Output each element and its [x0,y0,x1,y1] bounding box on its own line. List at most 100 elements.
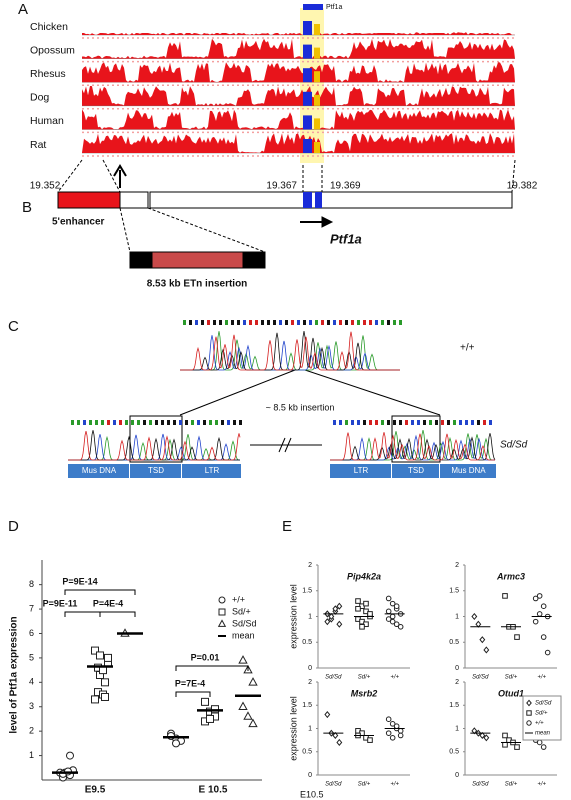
base-call [459,420,462,425]
arrow-head [113,164,127,177]
base-call [113,420,116,425]
y-tick-label: 2 [308,562,312,569]
x-tick-label: Sd/+ [358,782,371,788]
coordinate: 19.369 [330,181,361,192]
point [397,732,404,739]
point [526,720,532,726]
base-call [369,420,372,425]
gap-mark [278,437,286,453]
point [526,699,532,707]
conservation [82,32,515,35]
point [502,732,508,739]
base-call [107,420,110,425]
point [471,612,478,621]
base-call [483,420,486,425]
base-call [447,420,450,425]
bracket [64,589,136,595]
base-call [161,420,164,425]
base-call [417,420,420,425]
bracket [99,611,136,617]
base-call [185,420,188,425]
base-call [273,320,276,325]
x-tick-label: +/+ [390,782,399,788]
exon-conservation [303,21,312,35]
base-call [221,420,224,425]
connector [304,369,441,416]
base-call [101,420,104,425]
legend-label: mean [232,630,255,640]
conservation [82,86,515,106]
guide-line [147,207,266,253]
panel-letter: C [8,318,19,335]
sequence-box-label: TSD [408,466,424,475]
point [385,608,392,615]
gene-track [303,4,323,10]
chromatogram-trace [330,433,496,461]
panel-letter: A [18,1,28,18]
exon-conservation [314,24,320,35]
point [483,646,490,654]
point [101,678,109,687]
chromatogram-trace [180,331,400,371]
connector [179,369,296,416]
y-tick-label: 1.5 [302,702,312,709]
legend-label: Sd/+ [232,606,251,616]
point [475,620,482,628]
base-call [215,420,218,425]
y-tick-label: 1.5 [302,588,312,595]
point [218,596,226,604]
base-call [435,420,438,425]
point [479,731,486,740]
base-call [297,320,300,325]
chromatogram-trace [68,430,240,461]
point [206,714,214,723]
x-tick-label: E9.5 [85,785,106,796]
base-call [119,420,122,425]
base-call [227,420,230,425]
base-call [303,320,306,325]
exon-conservation [314,71,320,83]
point [385,716,392,723]
point [238,701,248,711]
base-call [375,420,378,425]
base-call [327,320,330,325]
region-box [149,191,513,209]
species-label: Rat [30,139,46,151]
y-tick-label: 1 [308,613,312,620]
base-call [339,420,342,425]
y-tick-label: 2 [455,679,459,686]
legend-label: +/+ [232,594,245,604]
arrow-head [321,216,334,228]
y-tick-label: 1.5 [449,702,459,709]
base-call [321,320,324,325]
point [217,619,227,627]
gene-label: Ptf1a [330,231,362,246]
x-tick-label: Sd/Sd [472,675,489,681]
panel-letter: E [282,518,292,535]
point [238,655,248,664]
point [66,751,74,760]
sequence-box [130,464,181,478]
base-call [131,420,134,425]
x-tick-label: +/+ [537,782,546,788]
base-call [411,420,414,425]
y-axis-label: level of Ptf1a expression [9,616,20,733]
x-tick-label: +/+ [390,675,399,681]
y-tick-label: 1.5 [449,588,459,595]
base-call [173,420,176,425]
base-call [345,320,348,325]
point [336,602,343,610]
x-tick-label: Sd/Sd [325,782,342,788]
sequence-box [392,464,439,478]
base-call [201,320,204,325]
point [243,711,253,720]
exon [303,192,312,208]
point [355,598,361,604]
base-call [399,420,402,425]
enhancer-label: 5'enhancer [52,217,105,228]
base-call [357,420,360,425]
base-call [77,420,80,425]
insertion-label: ~ 8.5 kb insertion [266,402,335,412]
base-call [375,320,378,325]
